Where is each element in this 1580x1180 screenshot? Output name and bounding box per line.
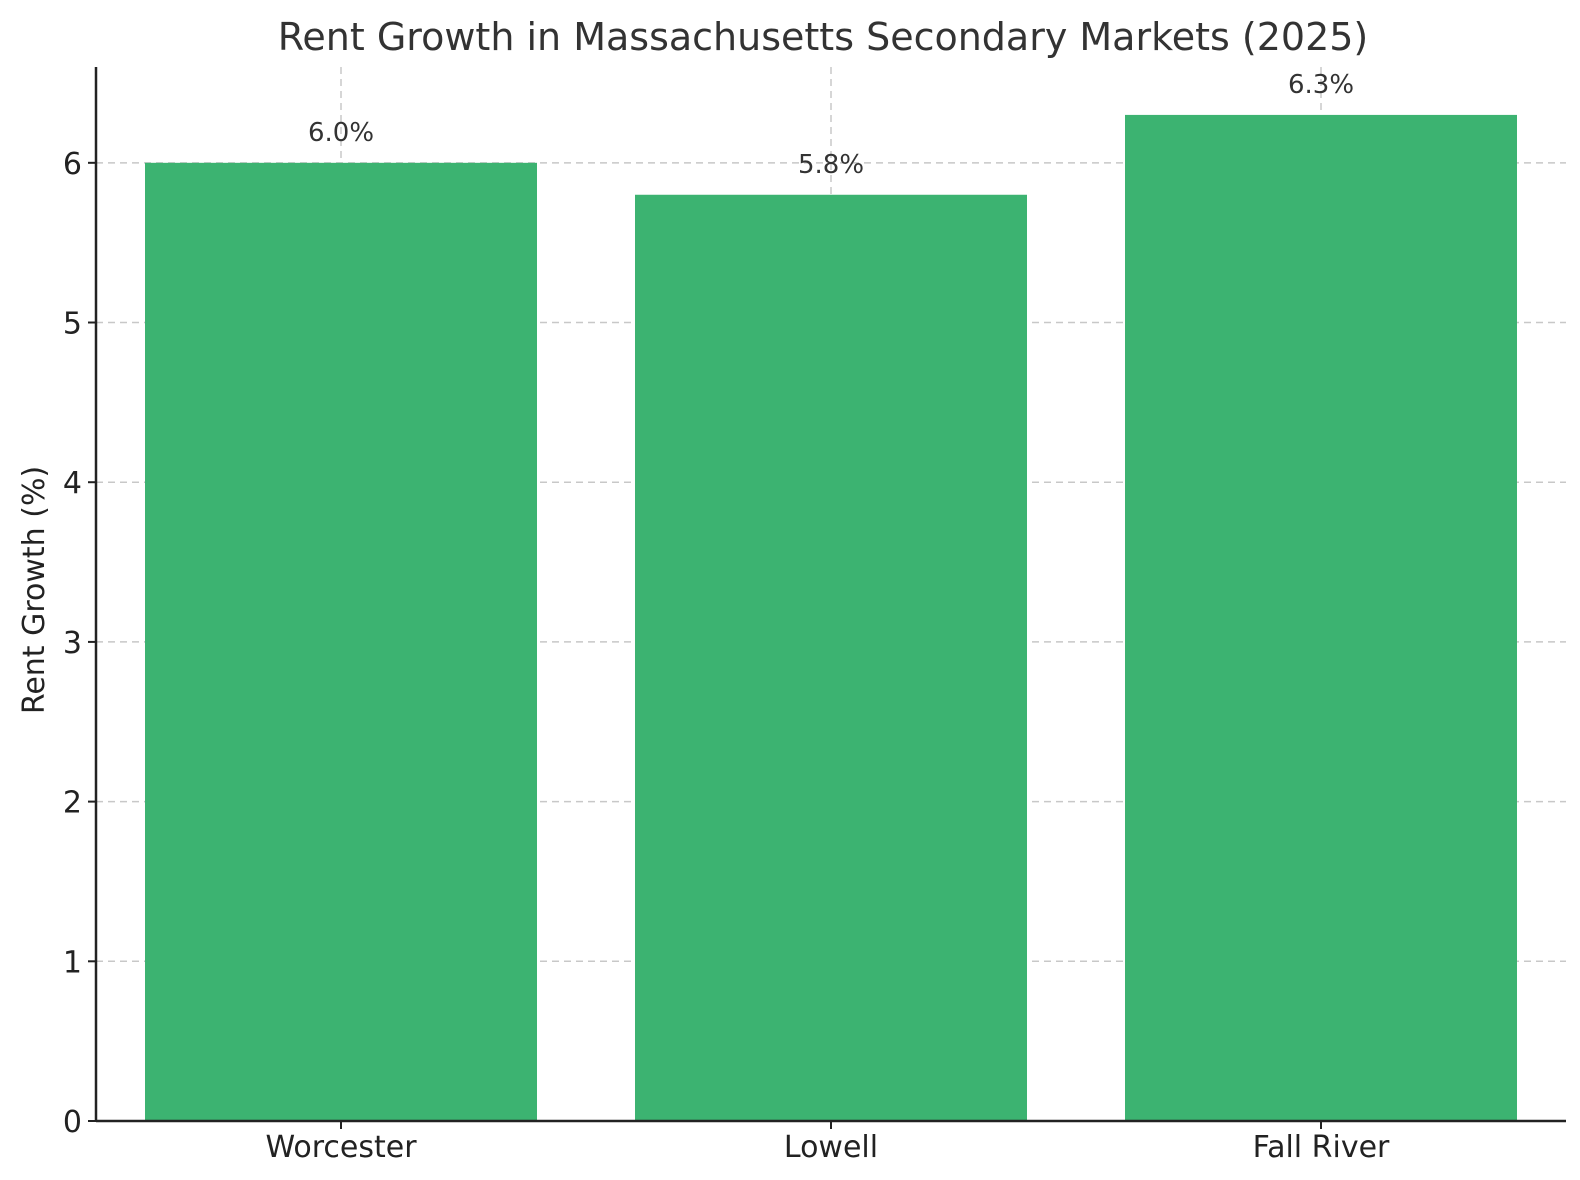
data-label: 6.0% [308, 118, 374, 148]
bar [635, 194, 1027, 1121]
bars-layer [145, 114, 1517, 1122]
data-label: 6.3% [1288, 70, 1354, 100]
x-tick-label: Worcester [265, 1130, 417, 1165]
chart-title: Rent Growth in Massachusetts Secondary M… [278, 15, 1369, 59]
y-tick-label: 6 [63, 147, 82, 182]
data-label: 5.8% [798, 150, 864, 180]
y-tick-label: 3 [63, 626, 82, 661]
y-tick-label: 0 [63, 1105, 82, 1140]
y-axis-label: Rent Growth (%) [17, 466, 52, 714]
y-tick-label: 2 [63, 786, 82, 821]
x-tick-label: Lowell [784, 1130, 878, 1165]
y-tick-label: 5 [63, 307, 82, 342]
axes-layer [88, 67, 1566, 1129]
x-tick-label: Fall River [1253, 1130, 1390, 1165]
y-tick-label: 4 [63, 466, 82, 501]
y-tick-label: 1 [63, 945, 82, 980]
labels-layer: 6.0% 5.8% 6.3% 0 1 2 3 4 5 6 Worcester Lowell Fall R… [63, 70, 1390, 1165]
bar [1125, 114, 1517, 1122]
bar [145, 162, 537, 1121]
